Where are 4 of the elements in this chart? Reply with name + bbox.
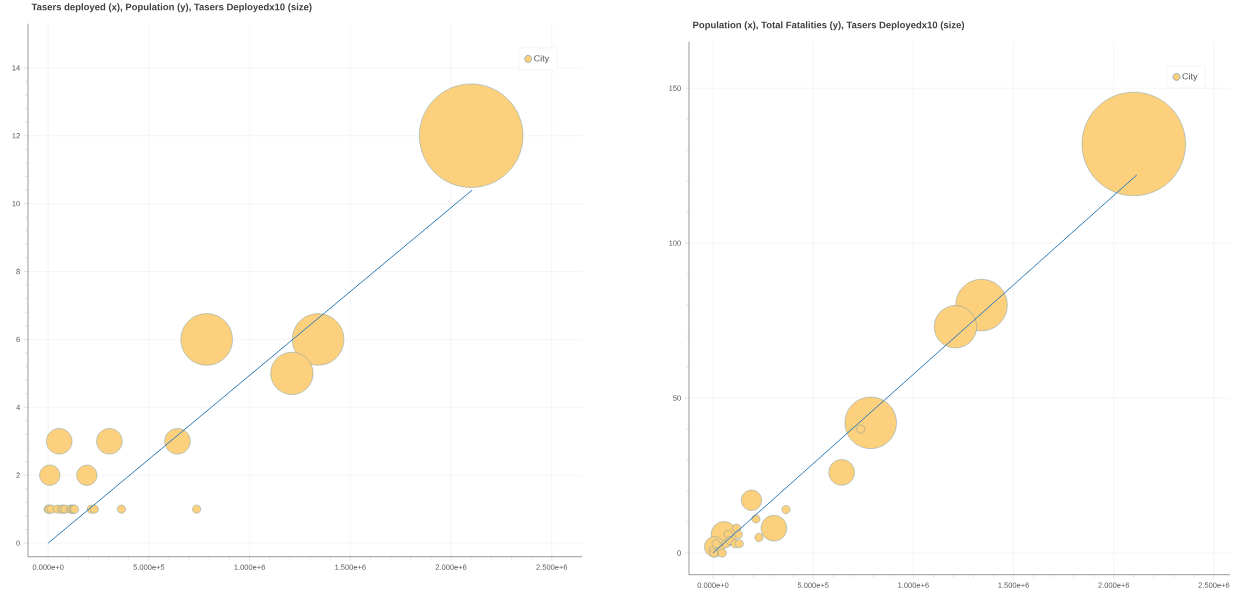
legend-label: City: [534, 55, 550, 64]
chart-title: Population (x), Total Fatalities (y), Tasers Deployedx10 (size): [693, 21, 965, 31]
legend-label: City: [1182, 73, 1198, 82]
chart-title: Tasers deployed (x), Population (y), Tasers Deployedx10 (size): [31, 3, 312, 13]
